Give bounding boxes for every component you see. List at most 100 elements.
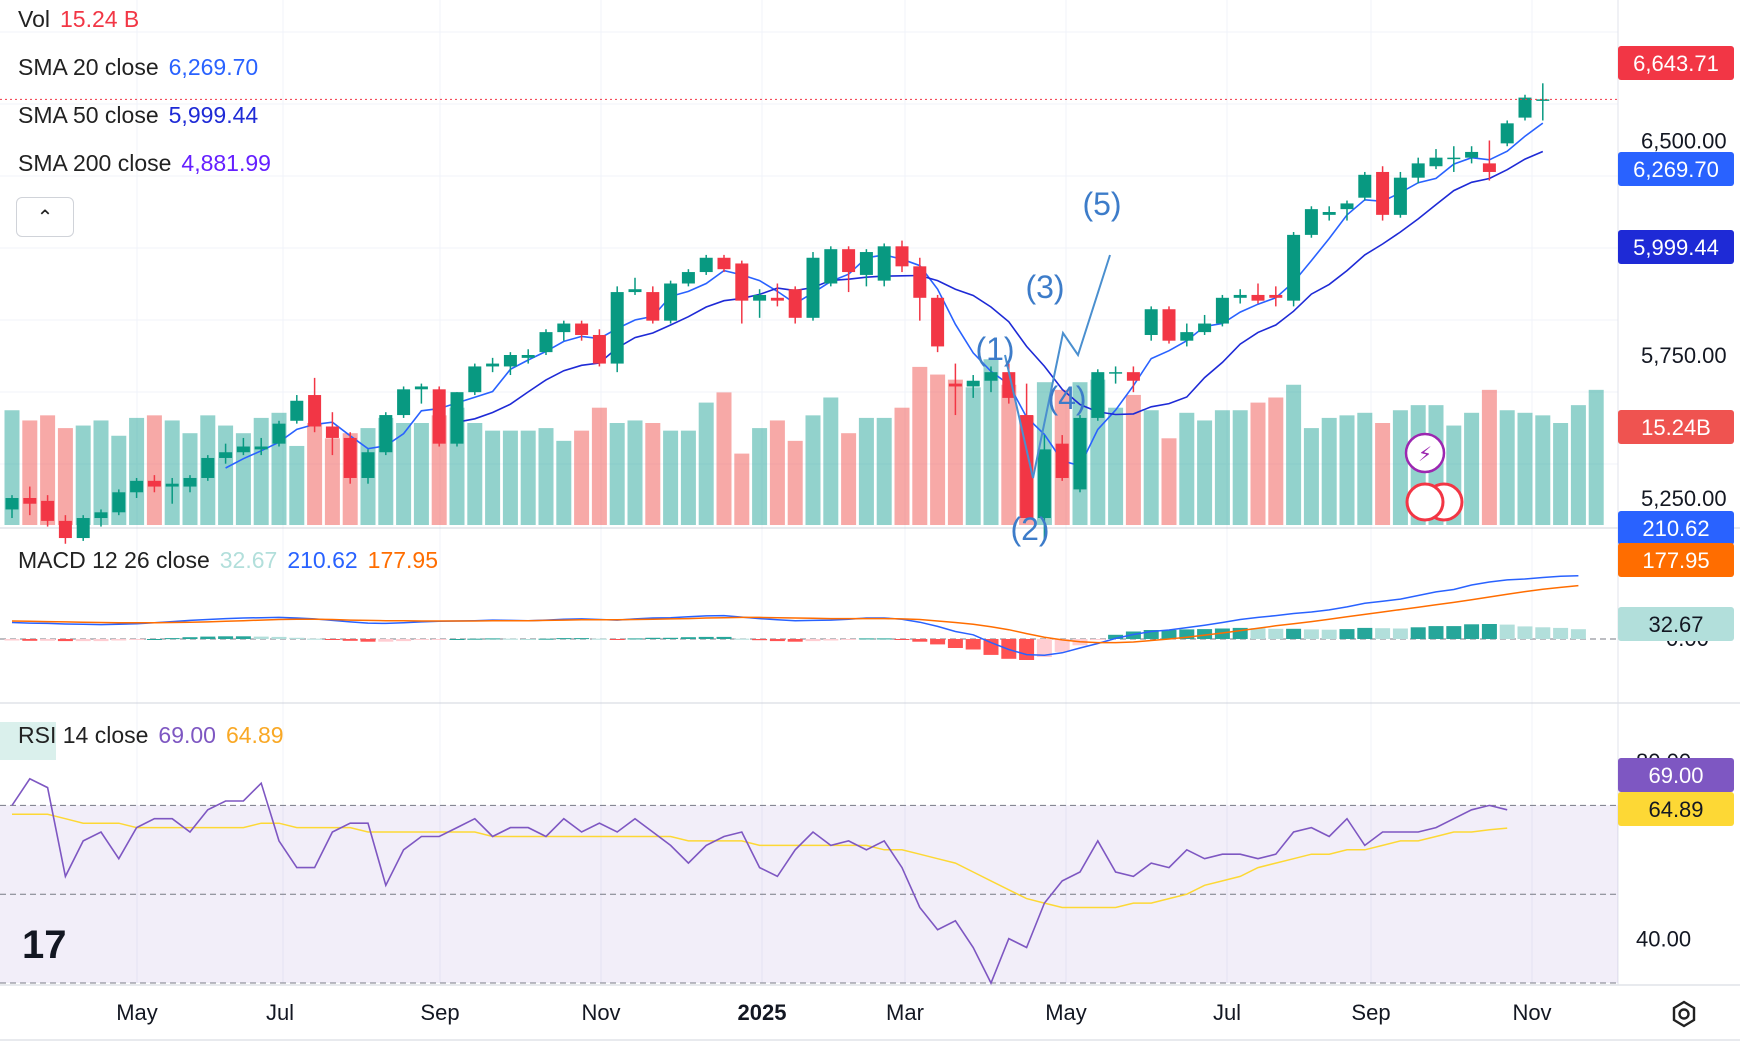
volume-bar: [1108, 407, 1124, 525]
candle-body: [557, 323, 571, 333]
macd-signal-badge: 177.95: [1618, 543, 1734, 577]
candle-body: [806, 257, 820, 318]
volume-bar: [787, 440, 803, 525]
candle-body: [308, 395, 322, 427]
macd-histogram-bar: [253, 636, 269, 639]
volume-bar: [413, 423, 429, 525]
volume-bar: [574, 430, 590, 525]
candle-body: [610, 292, 624, 364]
macd-histogram-bar: [1108, 634, 1124, 639]
volume-bar: [1161, 438, 1177, 525]
macd-histogram-bar: [1090, 639, 1106, 640]
macd-histogram-bar: [520, 639, 536, 640]
macd-histogram-bar: [40, 639, 56, 641]
candle-body: [539, 332, 553, 353]
candle-body: [130, 480, 144, 493]
price-badge: 6,643.71: [1618, 46, 1734, 80]
macd-histogram-bar: [146, 639, 162, 640]
volume-bar: [1553, 423, 1569, 525]
tradingview-logo: 17: [22, 923, 67, 967]
macd-signal-badge-text: 177.95: [1642, 548, 1709, 573]
candle-body: [788, 289, 802, 318]
price-axis-tick: 5,250.00: [1641, 486, 1727, 511]
candle-body: [361, 452, 375, 478]
candle-body: [468, 366, 482, 393]
candle-body: [236, 446, 250, 453]
macd-histogram-bar: [1464, 624, 1480, 639]
candle-body: [272, 423, 286, 444]
candle-body: [859, 252, 873, 275]
candle-body: [165, 483, 179, 487]
macd-hist-badge: 32.67: [1618, 607, 1734, 641]
volume-bar: [823, 397, 839, 525]
macd-histogram-bar: [1410, 627, 1426, 639]
candle-body: [94, 512, 108, 519]
candlesticks: [5, 83, 1550, 544]
candle-body: [183, 477, 197, 487]
macd-histogram: [4, 624, 1586, 660]
rsi-legend: RSI 14 close 69.00 64.89: [18, 722, 284, 749]
candle-body: [895, 246, 909, 267]
sma50-legend: SMA 50 close 5,999.44: [18, 102, 258, 129]
candle-body: [1215, 297, 1229, 324]
chart-settings-button[interactable]: [1667, 997, 1701, 1031]
sma50-legend-label: SMA 50 close: [18, 102, 159, 128]
macd-histogram-bar: [1570, 629, 1586, 639]
macd-histogram-bar: [734, 638, 750, 640]
macd-histogram-bar: [894, 639, 910, 640]
rsi-badge-bg: [1618, 758, 1734, 792]
candle-body: [966, 380, 980, 387]
macd-histogram-bar: [912, 639, 928, 642]
macd-histogram-bar: [502, 638, 518, 640]
candle-body: [503, 355, 517, 367]
price-axis-tick: 5,750.00: [1641, 343, 1727, 368]
gear-icon: [1672, 1000, 1696, 1028]
candle-body: [1126, 372, 1140, 381]
time-axis-label: 2025: [738, 1000, 787, 1025]
macd-histogram-bar: [1392, 628, 1408, 639]
volume-legend-label: Vol: [18, 6, 50, 32]
rsi-axis-tick: 40.00: [1636, 927, 1691, 952]
macd-line: [11, 575, 1579, 656]
volume-bar: [912, 366, 928, 525]
candle-body: [1180, 332, 1194, 341]
candle-body: [931, 297, 945, 347]
candle-body: [1144, 309, 1158, 335]
sma50-legend-value: 5,999.44: [168, 102, 259, 128]
volume-bar: [1517, 412, 1533, 525]
sma20-legend-label: SMA 20 close: [18, 54, 159, 80]
candle-body: [1411, 163, 1425, 178]
rsi-badge-text: 69.00: [1648, 763, 1703, 788]
macd-histogram-bar: [591, 638, 607, 640]
sma50-badge-bg: [1618, 230, 1734, 264]
candle-body: [486, 363, 500, 367]
macd-histogram-bar: [1375, 628, 1391, 639]
volume-bar: [965, 387, 981, 525]
elliott-label: (5): [1082, 186, 1121, 222]
volume-bar: [858, 417, 874, 525]
time-axis-label: Nov: [581, 1000, 620, 1025]
volume-bar: [698, 402, 714, 525]
candle-body: [1376, 171, 1390, 215]
volume-bar: [1392, 410, 1408, 525]
volume-bar: [57, 428, 73, 525]
volume-bar: [894, 407, 910, 525]
volume-bar: [253, 417, 269, 525]
candle-body: [592, 334, 606, 364]
macd-line-badge-bg: [1618, 511, 1734, 545]
volume-bar: [1232, 410, 1248, 525]
macd-histogram-bar: [1161, 630, 1177, 639]
volume-legend-value: 15.24 B: [59, 6, 140, 32]
volume-bar: [734, 453, 750, 525]
macd-histogram-bar: [360, 639, 376, 642]
macd-histogram-bar: [75, 639, 91, 642]
volume-bar: [1339, 415, 1355, 525]
candle-body: [681, 272, 695, 284]
candle-body: [1358, 174, 1372, 198]
candle-body: [753, 294, 767, 301]
macd-histogram-bar: [1197, 629, 1213, 639]
candle-body: [521, 355, 535, 358]
macd-histogram-bar: [1499, 624, 1515, 639]
collapse-legend-button[interactable]: ⌃: [16, 197, 74, 237]
